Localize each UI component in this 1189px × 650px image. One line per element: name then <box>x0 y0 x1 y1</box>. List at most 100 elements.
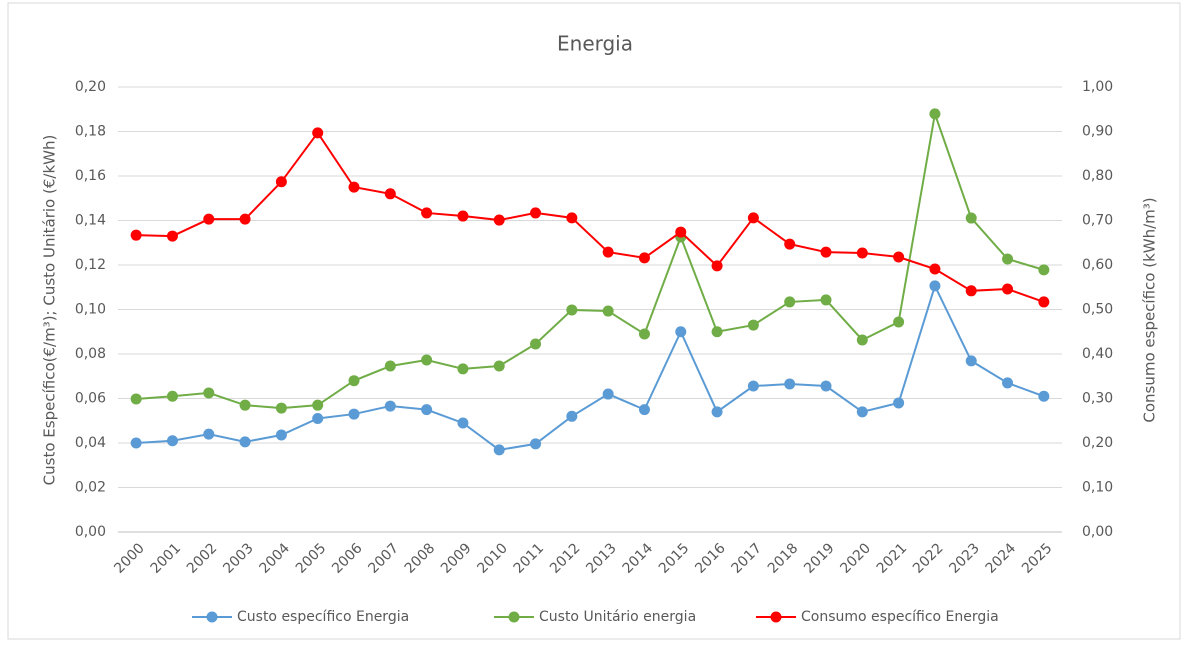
y2-tick-label: 0,70 <box>1082 213 1113 229</box>
point <box>856 247 868 259</box>
point <box>348 181 360 193</box>
series-line <box>136 283 1045 451</box>
point <box>566 304 578 316</box>
point <box>965 355 977 367</box>
point <box>711 326 723 338</box>
point <box>747 212 759 224</box>
point <box>312 127 324 139</box>
legend-label: Custo Unitário energia <box>539 609 696 625</box>
y-tick-label: 0,04 <box>75 435 106 451</box>
point <box>638 404 650 416</box>
point <box>457 210 469 222</box>
point <box>239 399 251 411</box>
point <box>602 388 614 400</box>
point <box>1038 296 1050 308</box>
legend-label: Custo específico Energia <box>237 609 409 625</box>
y2-tick-label: 0,10 <box>1082 480 1113 496</box>
legend-label: Consumo específico Energia <box>801 609 999 625</box>
y-tick-label: 0,12 <box>75 257 106 273</box>
point <box>784 378 796 390</box>
point <box>820 294 832 306</box>
point <box>566 212 578 224</box>
chart-title: Energia <box>557 32 633 56</box>
point <box>965 285 977 297</box>
point <box>1002 253 1014 265</box>
point <box>166 435 178 447</box>
point <box>130 393 142 405</box>
point <box>1038 264 1050 276</box>
point <box>711 260 723 272</box>
point <box>203 387 215 399</box>
point <box>638 328 650 340</box>
y2-tick-label: 0,50 <box>1082 302 1113 318</box>
point <box>166 230 178 242</box>
point <box>1038 390 1050 402</box>
y-tick-label: 0,20 <box>75 79 106 95</box>
point <box>348 408 360 420</box>
point <box>675 326 687 338</box>
point <box>530 438 542 450</box>
chart-frame <box>7 2 1181 640</box>
point <box>239 213 251 225</box>
point <box>929 108 941 120</box>
legend-marker <box>508 611 520 623</box>
y-tick-label: 0,14 <box>75 213 106 229</box>
y2-axis-title: Consumo específico (kWh/m³) <box>1141 197 1159 422</box>
point <box>747 380 759 392</box>
point <box>384 360 396 372</box>
point <box>711 406 723 418</box>
point <box>275 176 287 188</box>
series-line <box>136 131 1045 303</box>
point <box>929 263 941 275</box>
y2-tick-label: 0,40 <box>1082 346 1113 362</box>
point <box>638 252 650 264</box>
y-tick-label: 0,08 <box>75 346 106 362</box>
point <box>530 207 542 219</box>
point <box>457 417 469 429</box>
point <box>421 354 433 366</box>
point <box>348 375 360 387</box>
point <box>130 229 142 241</box>
point <box>530 338 542 350</box>
point <box>421 404 433 416</box>
point <box>675 226 687 238</box>
point <box>457 363 469 375</box>
y2-tick-label: 0,20 <box>1082 435 1113 451</box>
point <box>566 410 578 422</box>
point <box>493 214 505 226</box>
series-line <box>136 109 1045 410</box>
point <box>820 246 832 258</box>
point <box>1002 377 1014 389</box>
point <box>965 212 977 224</box>
point <box>493 444 505 456</box>
y-tick-label: 0,00 <box>75 524 106 540</box>
point <box>312 413 324 425</box>
y-tick-label: 0,18 <box>75 124 106 140</box>
y-tick-label: 0,02 <box>75 480 106 496</box>
point <box>203 213 215 225</box>
y2-tick-label: 0,30 <box>1082 391 1113 407</box>
y-tick-label: 0,06 <box>75 391 106 407</box>
point <box>747 319 759 331</box>
point <box>421 207 433 219</box>
point <box>893 251 905 263</box>
y2-tick-label: 0,90 <box>1082 124 1113 140</box>
y-tick-label: 0,16 <box>75 168 106 184</box>
point <box>166 390 178 402</box>
y2-tick-label: 0,00 <box>1082 524 1113 540</box>
point <box>130 437 142 449</box>
legend-marker <box>770 611 782 623</box>
point <box>893 316 905 328</box>
point <box>1002 283 1014 295</box>
point <box>784 296 796 308</box>
point <box>893 397 905 409</box>
y2-tick-label: 0,80 <box>1082 168 1113 184</box>
point <box>312 399 324 411</box>
point <box>602 305 614 317</box>
y2-tick-label: 1,00 <box>1082 79 1113 95</box>
point <box>929 280 941 292</box>
point <box>856 334 868 346</box>
point <box>203 428 215 440</box>
point <box>856 406 868 418</box>
